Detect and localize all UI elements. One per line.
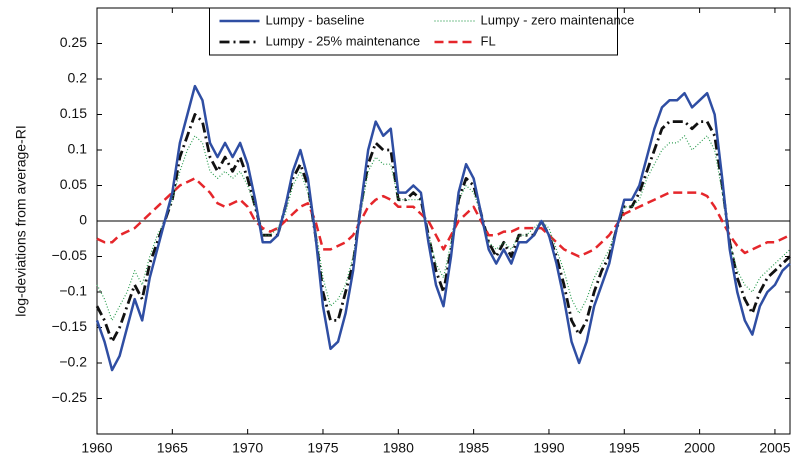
x-tick-label: 2000 (684, 440, 715, 456)
legend-box (209, 7, 618, 56)
series-line (96, 177, 791, 258)
legend-label: Lumpy - zero maintenance (481, 12, 635, 27)
x-tick-label: 1965 (157, 440, 188, 456)
series-line (95, 113, 791, 344)
y-tick-label: −0.15 (52, 318, 88, 334)
y-tick-label: 0.2 (68, 70, 88, 86)
x-tick-label: 1990 (533, 440, 564, 456)
series-line (95, 84, 791, 372)
y-tick-label: 0.15 (60, 105, 87, 121)
y-tick-label: −0.05 (52, 247, 88, 263)
y-tick-label: 0.05 (60, 176, 87, 192)
y-tick-label: 0.25 (60, 34, 87, 50)
x-tick-label: 1980 (383, 440, 414, 456)
y-axis-label: log-deviations from average-RI (13, 125, 29, 316)
y-tick-label: 0 (79, 212, 87, 228)
legend-label: FL (481, 33, 496, 48)
legend-label: Lumpy - baseline (266, 12, 365, 27)
x-tick-label: 1960 (81, 440, 112, 456)
x-tick-label: 1970 (232, 440, 263, 456)
legend-label: Lumpy - 25% maintenance (266, 33, 421, 48)
x-tick-label: 1975 (307, 440, 338, 456)
x-tick-label: 1995 (609, 440, 640, 456)
x-tick-label: 2005 (759, 440, 790, 456)
y-tick-label: −0.2 (59, 354, 87, 370)
x-tick-label: 1985 (458, 440, 489, 456)
y-tick-label: 0.1 (68, 141, 88, 157)
y-tick-label: −0.1 (59, 283, 87, 299)
series-line (96, 135, 791, 321)
y-tick-label: −0.25 (52, 389, 88, 405)
